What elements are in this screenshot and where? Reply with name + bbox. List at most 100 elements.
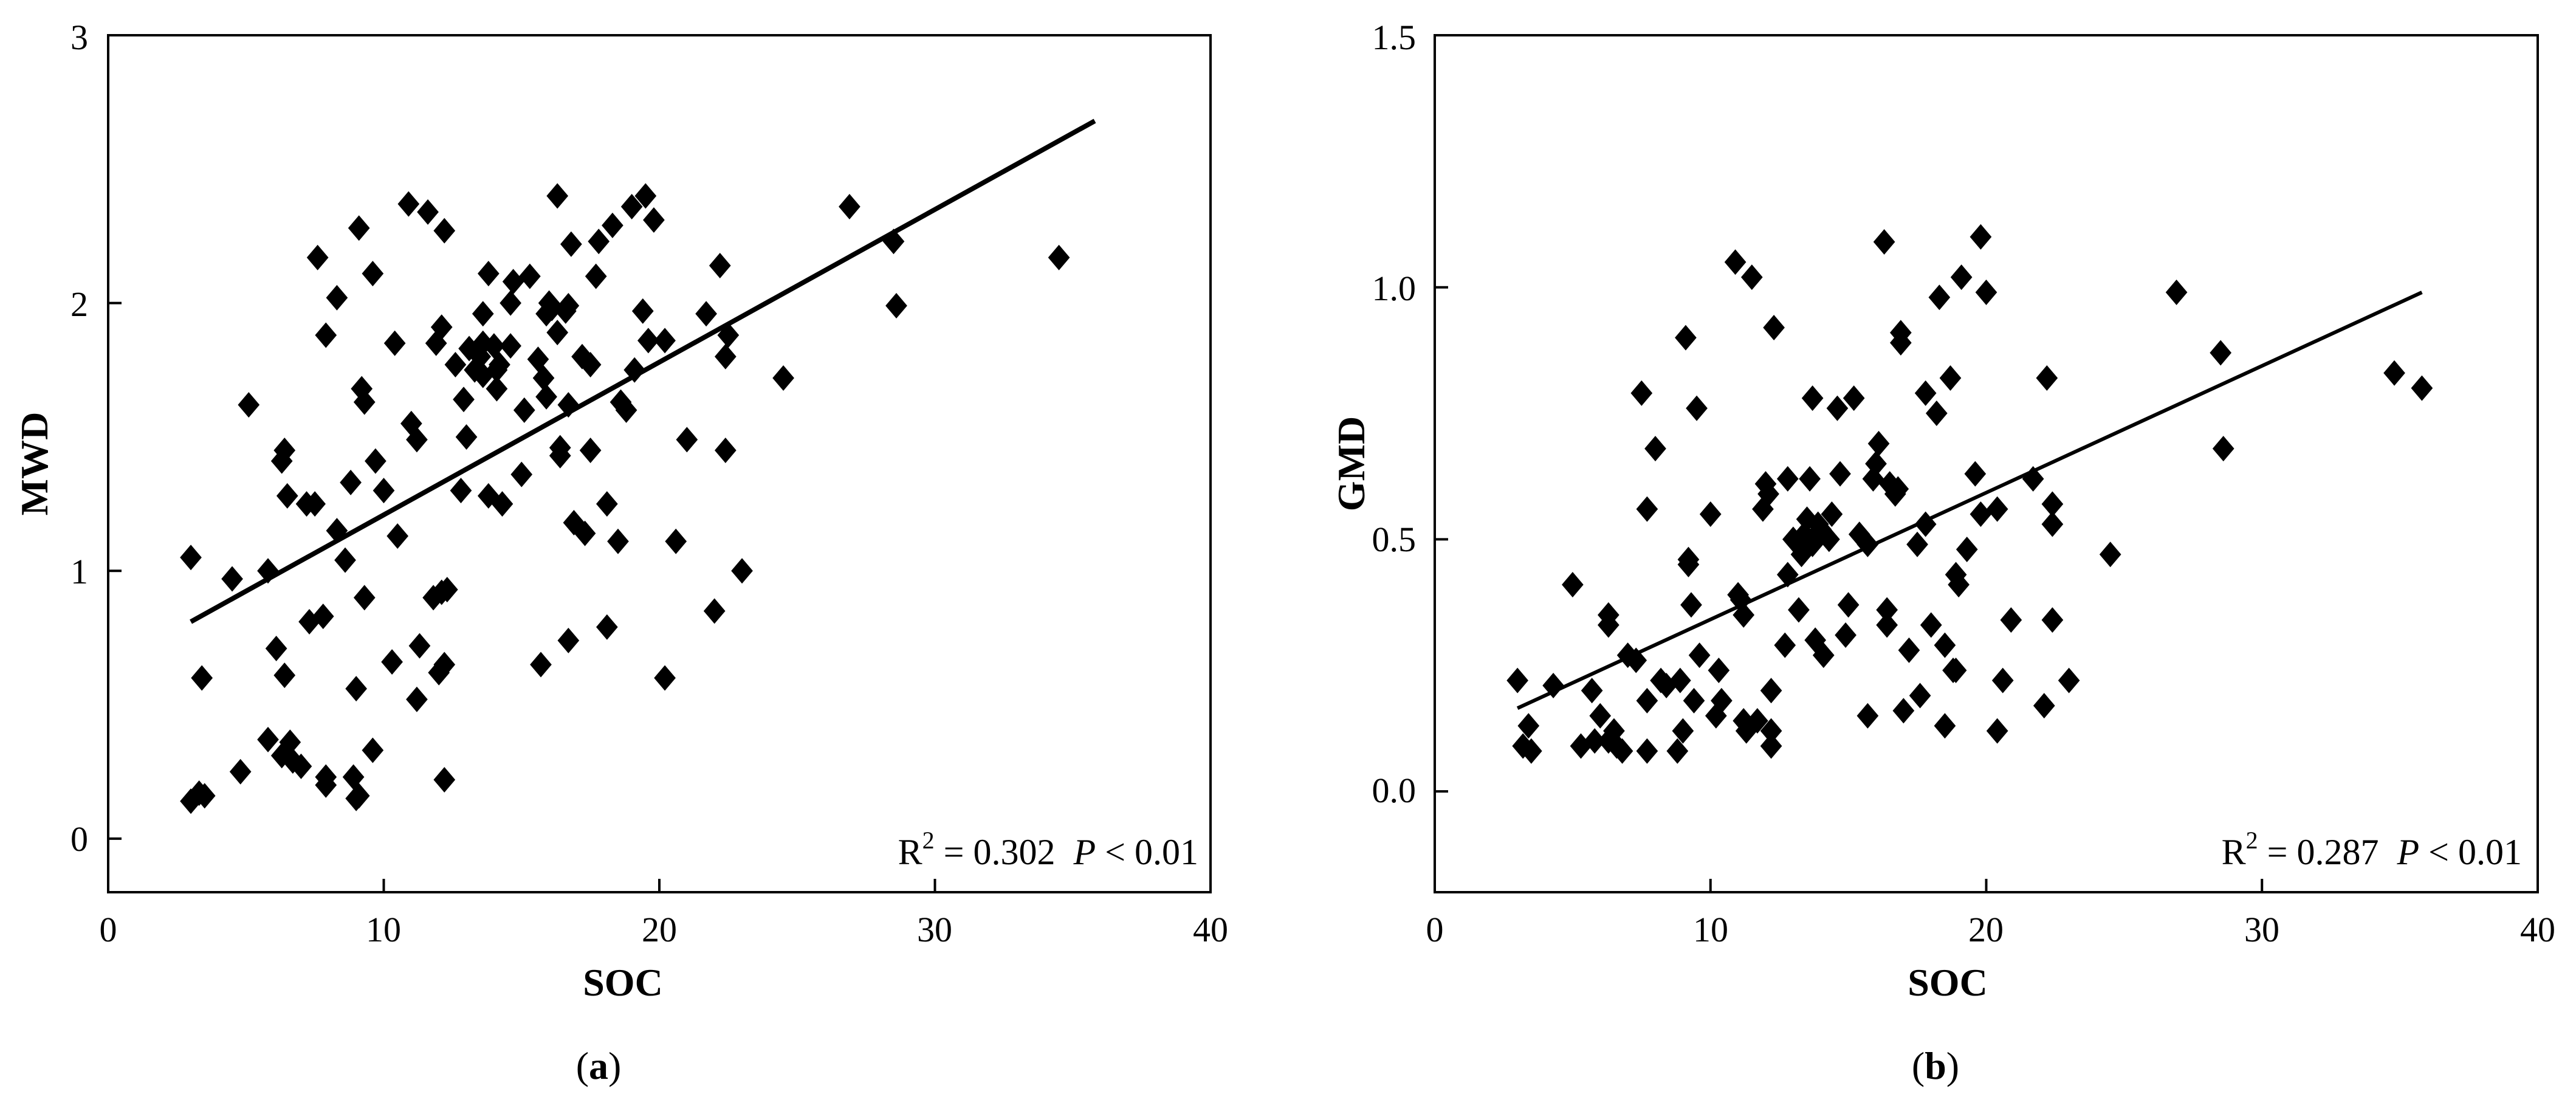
data-point — [193, 783, 216, 809]
data-point — [2165, 280, 2188, 305]
data-point — [1934, 713, 1956, 739]
r2-value: = 0.302 — [935, 832, 1056, 872]
data-point — [433, 652, 456, 678]
data-point — [486, 376, 508, 402]
data-point — [1856, 703, 1879, 729]
data-point — [1945, 658, 1967, 684]
scatter-points-a — [180, 183, 1070, 814]
data-point — [615, 397, 637, 423]
data-point — [1680, 592, 1702, 618]
data-point — [1906, 531, 1928, 557]
x-tick-label: 20 — [642, 910, 677, 949]
r2-value: = 0.287 — [2258, 832, 2379, 872]
data-point — [362, 737, 384, 763]
data-point — [340, 469, 362, 495]
data-point — [273, 662, 296, 689]
data-point — [1581, 678, 1603, 704]
panel-label-a: (a) — [576, 1044, 622, 1087]
data-point — [1757, 481, 1779, 507]
data-point — [1724, 249, 1747, 275]
data-point — [453, 387, 475, 413]
r2-r: R — [898, 832, 922, 872]
data-point — [1843, 385, 1865, 411]
data-point — [1763, 315, 1785, 341]
data-point — [546, 320, 569, 346]
data-point — [279, 729, 301, 755]
data-point — [315, 772, 337, 798]
data-point — [406, 686, 428, 712]
data-point — [1666, 738, 1689, 764]
data-point — [433, 218, 456, 244]
data-point — [1909, 683, 1931, 709]
data-point — [885, 293, 907, 319]
data-point — [2210, 340, 2232, 366]
p-value: < 0.01 — [2419, 832, 2522, 872]
data-point — [491, 491, 513, 517]
data-point — [1939, 365, 1962, 391]
data-point — [1956, 537, 1978, 562]
data-point — [1876, 597, 1898, 623]
p-letter: P — [2397, 832, 2420, 872]
fit-line-a — [190, 119, 1096, 624]
panel-a: 0 10 20 30 40 0 1 2 3 SOC MWD R2 = 0.302… — [13, 18, 1228, 1087]
data-point — [1970, 501, 1992, 527]
data-point — [273, 437, 296, 463]
data-point — [406, 427, 428, 453]
x-axis-title: SOC — [583, 961, 663, 1004]
data-point — [373, 478, 395, 504]
data-point — [1611, 738, 1633, 764]
data-point — [1711, 687, 1733, 714]
data-point — [1625, 647, 1647, 673]
data-point — [643, 207, 665, 233]
data-point — [1867, 430, 1890, 456]
data-point — [348, 783, 370, 809]
x-tick-label: 0 — [100, 910, 117, 949]
data-point — [334, 547, 356, 573]
data-point — [1562, 572, 1584, 598]
x-tick-label: 40 — [1193, 910, 1228, 949]
data-point — [513, 397, 535, 423]
r2-annotation-b: R2 = 0.287 P < 0.01 — [2222, 827, 2522, 872]
data-point — [1928, 284, 1951, 311]
data-point — [265, 636, 287, 662]
data-point — [1636, 496, 1658, 522]
data-point — [1520, 738, 1542, 764]
data-point — [1644, 436, 1666, 462]
data-point — [1686, 395, 1708, 421]
data-point — [549, 435, 571, 461]
x-axis-title: SOC — [1908, 961, 1988, 1004]
data-point — [579, 351, 602, 377]
y-tick-label: 0 — [70, 819, 88, 859]
data-point — [1677, 551, 1700, 577]
data-point — [2411, 375, 2433, 401]
data-point — [1818, 526, 1840, 552]
data-point — [500, 333, 521, 359]
data-point — [560, 231, 582, 257]
data-point — [1821, 501, 1843, 527]
data-point — [1048, 244, 1070, 270]
data-point — [631, 298, 654, 324]
data-point — [2036, 365, 2058, 391]
data-point — [634, 183, 657, 209]
data-point — [489, 351, 510, 377]
panel-b: 0 10 20 30 40 0.0 0.5 1.0 1.5 SOC GMD R2… — [1330, 18, 2555, 1087]
data-point — [1589, 703, 1612, 729]
data-point — [326, 284, 348, 311]
data-point — [563, 509, 585, 535]
data-point — [270, 743, 293, 769]
data-point — [502, 269, 524, 295]
data-point — [1636, 687, 1658, 714]
data-point — [1542, 672, 1564, 698]
y-tick-label: 2 — [70, 284, 88, 324]
data-point — [397, 191, 420, 217]
data-point — [2041, 511, 2064, 537]
data-point — [381, 649, 403, 675]
panel-label-b: (b) — [1912, 1044, 1959, 1087]
data-point — [342, 764, 365, 790]
data-point — [1835, 622, 1856, 648]
y-tick-label: 0.5 — [1372, 520, 1417, 559]
data-point — [1672, 718, 1694, 744]
data-point — [180, 545, 202, 571]
data-point — [530, 652, 552, 678]
data-point — [607, 528, 629, 554]
